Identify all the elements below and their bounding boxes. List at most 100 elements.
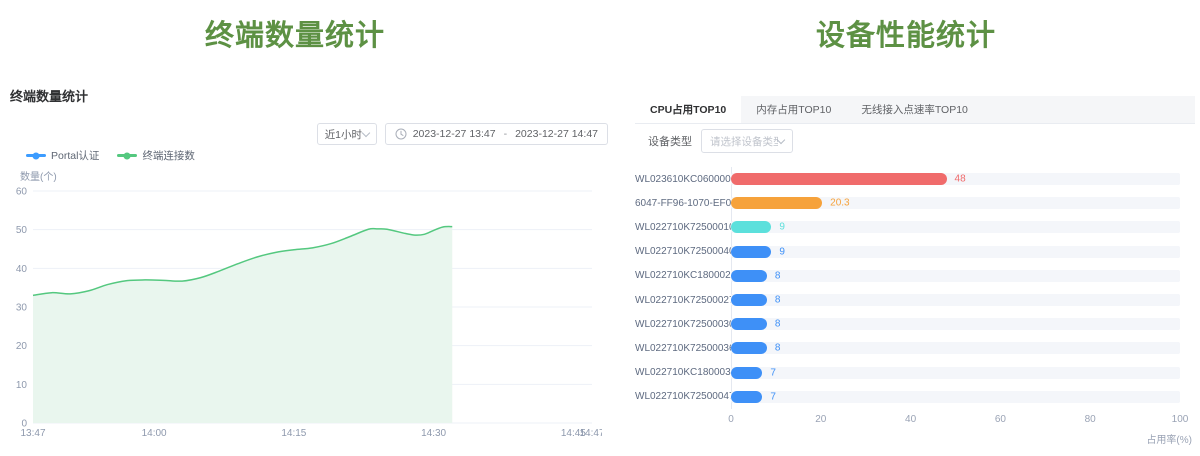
bar-value-label: 8 bbox=[775, 343, 781, 354]
bar-value-label: 8 bbox=[775, 295, 781, 306]
x-axis-title: 占用率(%) bbox=[731, 431, 1192, 446]
bar-row: WL023610KC06000043 48 bbox=[635, 167, 1180, 191]
bar-value-label: 8 bbox=[775, 270, 781, 281]
date-range-picker[interactable]: 2023-12-27 13:47 - 2023-12-27 14:47 bbox=[385, 123, 608, 145]
device-type-placeholder: 请选择设备类型 bbox=[710, 134, 778, 149]
bar bbox=[731, 342, 767, 354]
bar-value-label: 20.3 bbox=[830, 198, 849, 209]
bar-rows-wrap: WL023610KC06000043 48 6047-FF96-1070-EF0A2… bbox=[635, 167, 1180, 409]
bar-rows: WL023610KC06000043 48 6047-FF96-1070-EF0A2… bbox=[635, 167, 1180, 409]
bar-xticks: 020406080100 bbox=[731, 414, 1180, 428]
chart-section-title: 终端数量统计 bbox=[10, 86, 88, 105]
bar-track: 7 bbox=[731, 367, 1180, 379]
bar bbox=[731, 246, 771, 258]
legend-item[interactable]: Portal认证 bbox=[26, 148, 99, 163]
bar-value-label: 48 bbox=[955, 174, 966, 185]
bar-row: WL022710K725000369 8 bbox=[635, 336, 1180, 360]
line-chart: 010203040506013:4714:0014:1514:3014:4514… bbox=[10, 168, 602, 448]
bar-row: WL022710K725000102 9 bbox=[635, 215, 1180, 239]
bar-value-label: 7 bbox=[770, 391, 776, 402]
clock-icon bbox=[395, 128, 407, 140]
date-end[interactable]: 2023-12-27 14:47 bbox=[515, 128, 598, 140]
x-tick-label: 100 bbox=[1172, 414, 1189, 425]
series-area bbox=[33, 227, 452, 423]
y-tick-label: 60 bbox=[16, 187, 28, 198]
bar bbox=[731, 391, 762, 403]
bar bbox=[731, 221, 771, 233]
right-panel-title: 设备性能统计 bbox=[612, 12, 1200, 54]
legend: Portal认证 终端连接数 bbox=[26, 148, 195, 163]
y-tick-label: 30 bbox=[16, 303, 28, 314]
x-tick-label: 40 bbox=[905, 414, 916, 425]
bar-row: WL022710K725000470 7 bbox=[635, 385, 1180, 409]
bar-row: WL022710K725000272 8 bbox=[635, 288, 1180, 312]
bar-category-label: WL023610KC06000043 bbox=[635, 174, 731, 185]
x-tick-label: 13:47 bbox=[20, 428, 45, 439]
bar-row: WL022710K7250003078 bbox=[635, 312, 1180, 336]
legend-label: 终端连接数 bbox=[142, 148, 195, 163]
x-tick-label: 0 bbox=[728, 414, 734, 425]
device-type-label: 设备类型 bbox=[648, 133, 692, 149]
bar-track: 8 bbox=[731, 318, 1180, 330]
legend-item[interactable]: 终端连接数 bbox=[117, 148, 195, 163]
x-tick-label: 60 bbox=[995, 414, 1006, 425]
bar-track: 8 bbox=[731, 342, 1180, 354]
bar-track: 7 bbox=[731, 391, 1180, 403]
legend-label: Portal认证 bbox=[51, 148, 99, 163]
time-range-select[interactable]: 近1小时 bbox=[317, 123, 377, 145]
y-tick-label: 40 bbox=[16, 264, 28, 275]
chevron-down-icon bbox=[777, 135, 785, 143]
left-panel-title: 终端数量统计 bbox=[0, 12, 590, 54]
y-axis-title: 数量(个) bbox=[20, 170, 57, 183]
time-controls: 近1小时 2023-12-27 13:47 - 2023-12-27 14:47 bbox=[0, 123, 608, 145]
bar-category-label: WL022710K725000470 bbox=[635, 391, 731, 402]
x-tick-label: 80 bbox=[1085, 414, 1096, 425]
tab-CPU占用TOP10[interactable]: CPU占用TOP10 bbox=[635, 96, 741, 123]
x-tick-label: 14:30 bbox=[421, 428, 446, 439]
bar-category-label: WL022710K725000272 bbox=[635, 295, 731, 306]
bar-category-label: WL022710KC18000372 bbox=[635, 367, 731, 378]
bar-row: 6047-FF96-1070-EF0A20.3 bbox=[635, 191, 1180, 215]
bar bbox=[731, 173, 947, 185]
legend-marker bbox=[117, 154, 137, 157]
bar bbox=[731, 270, 767, 282]
y-tick-label: 20 bbox=[16, 341, 28, 352]
bar-value-label: 9 bbox=[779, 222, 785, 233]
y-tick-label: 50 bbox=[16, 225, 28, 236]
bar bbox=[731, 318, 767, 330]
device-type-filter: 设备类型 请选择设备类型 bbox=[648, 129, 793, 153]
bar-value-label: 9 bbox=[779, 246, 785, 257]
bar-row: WL022710KC180003727 bbox=[635, 361, 1180, 385]
bar-category-label: WL022710K725000409 bbox=[635, 246, 731, 257]
time-range-value: 近1小时 bbox=[325, 127, 362, 142]
bar bbox=[731, 367, 762, 379]
legend-dot-icon bbox=[33, 152, 40, 159]
x-tick-label: 14:47 bbox=[579, 428, 602, 439]
legend-dot-icon bbox=[124, 152, 131, 159]
bar-track: 48 bbox=[731, 173, 1180, 185]
tab-无线接入点速率TOP10[interactable]: 无线接入点速率TOP10 bbox=[846, 96, 983, 123]
tab-内存占用TOP10[interactable]: 内存占用TOP10 bbox=[741, 96, 846, 123]
dashboard: 终端数量统计 终端数量统计 近1小时 2023-12-27 13:47 - 20… bbox=[0, 0, 1200, 456]
bar-category-label: WL022710KC18000280 bbox=[635, 270, 731, 281]
bar-category-label: WL022710K725000102 bbox=[635, 222, 731, 233]
bar-track: 9 bbox=[731, 221, 1180, 233]
bar-track: 20.3 bbox=[731, 197, 1180, 209]
legend-marker bbox=[26, 154, 46, 157]
bar bbox=[731, 197, 822, 209]
date-separator: - bbox=[502, 128, 510, 140]
chevron-down-icon bbox=[361, 128, 369, 136]
cpu-top10-bar-chart: WL023610KC06000043 48 6047-FF96-1070-EF0A2… bbox=[635, 167, 1180, 446]
terminal-count-panel: 终端数量统计 终端数量统计 近1小时 2023-12-27 13:47 - 20… bbox=[0, 0, 612, 456]
bar-track: 8 bbox=[731, 270, 1180, 282]
device-type-select[interactable]: 请选择设备类型 bbox=[701, 129, 793, 153]
tab-bar: CPU占用TOP10内存占用TOP10无线接入点速率TOP10 bbox=[635, 96, 1195, 124]
bar-row: WL022710K725000409 9 bbox=[635, 240, 1180, 264]
x-tick-label: 20 bbox=[815, 414, 826, 425]
x-tick-label: 14:15 bbox=[281, 428, 306, 439]
x-tick-label: 14:00 bbox=[142, 428, 167, 439]
date-start[interactable]: 2023-12-27 13:47 bbox=[413, 128, 496, 140]
bar-category-label: WL022710K725000369 bbox=[635, 343, 731, 354]
bar-track: 8 bbox=[731, 294, 1180, 306]
bar bbox=[731, 294, 767, 306]
